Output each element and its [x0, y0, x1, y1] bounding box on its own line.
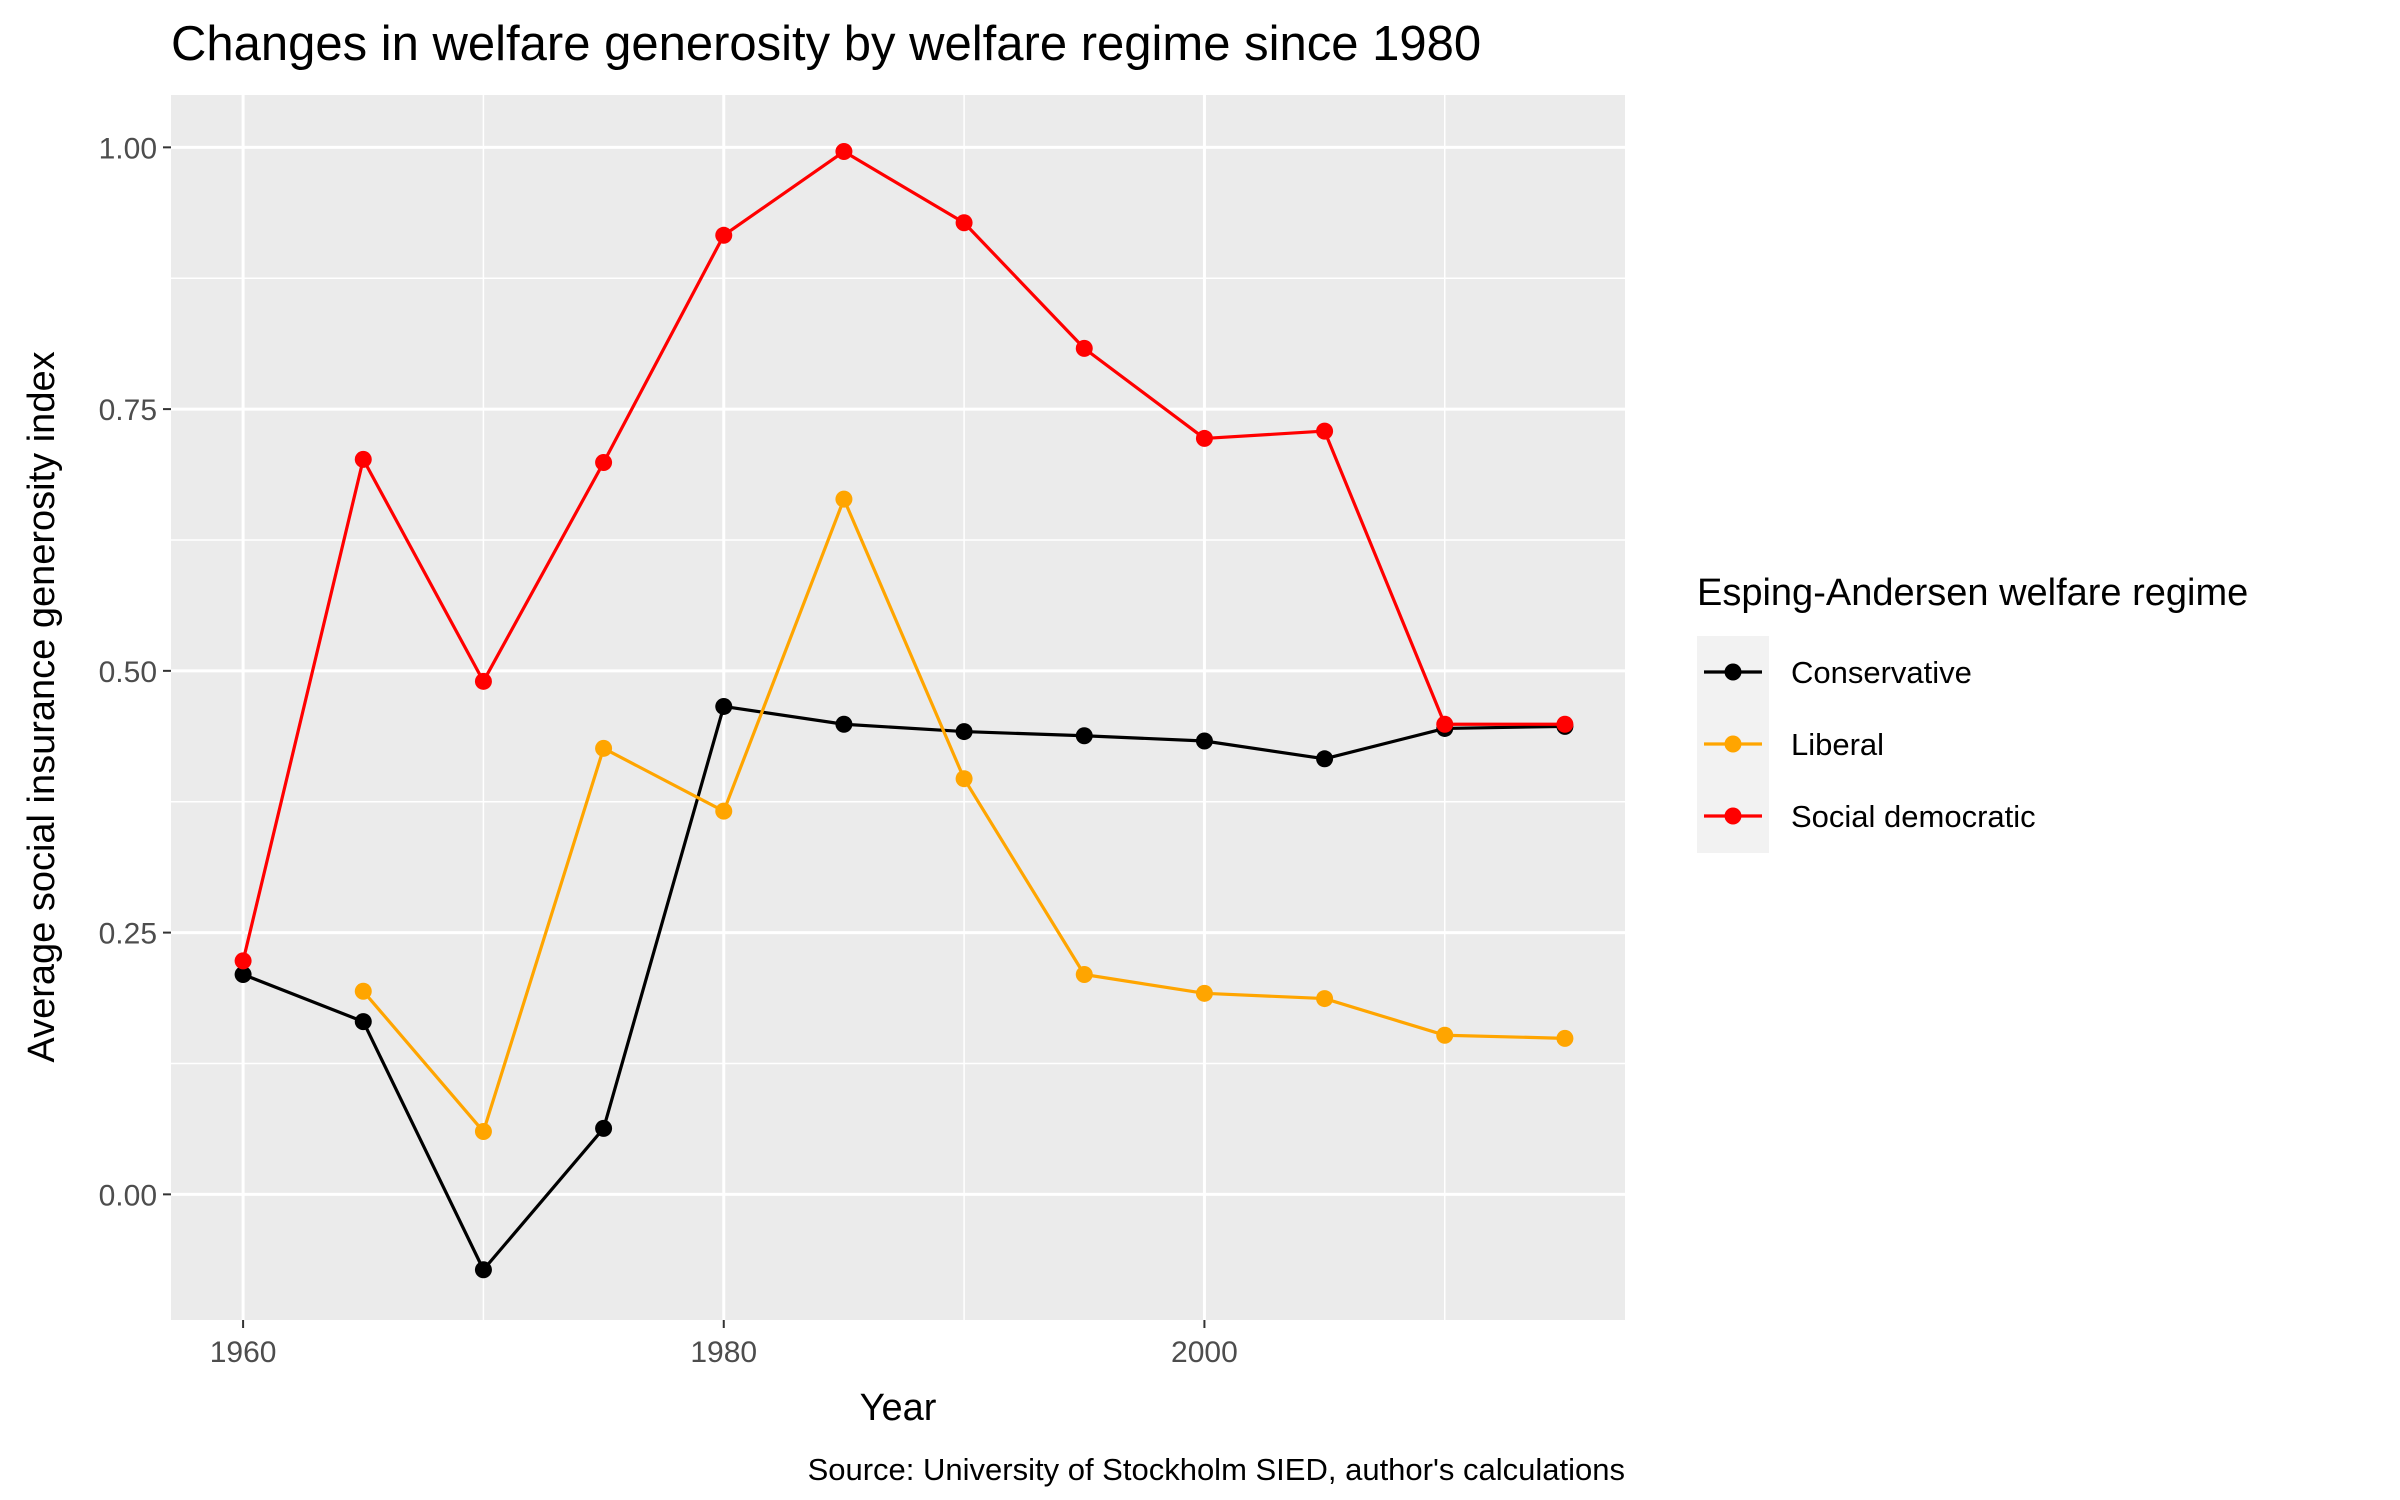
- x-tick-label: 1980: [690, 1336, 757, 1369]
- data-point-liberal: [1316, 990, 1334, 1008]
- data-point-conservative: [955, 723, 973, 741]
- plot-panel: [171, 95, 1625, 1320]
- y-tick-label: 0.50: [99, 656, 157, 689]
- y-axis-title: Average social insurance generosity inde…: [21, 351, 63, 1062]
- y-tick-label: 0.75: [99, 394, 157, 427]
- data-point-social-democratic: [595, 454, 613, 471]
- x-axis: 1960 1980 2000: [210, 1320, 1238, 1369]
- legend-point-conservative: [1724, 663, 1742, 681]
- data-point-social-democratic: [715, 226, 733, 244]
- chart-title: Changes in welfare generosity by welfare…: [171, 17, 1481, 71]
- data-point-conservative: [1316, 750, 1334, 768]
- legend-items: Conservative Liberal Social democratic: [1704, 655, 2036, 834]
- y-tick-label: 1.00: [99, 132, 157, 165]
- data-point-social-democratic: [1075, 339, 1093, 357]
- data-point-liberal: [354, 982, 372, 1000]
- data-point-conservative: [234, 965, 252, 983]
- data-point-liberal: [1075, 965, 1093, 983]
- series-line-conservative: [242, 704, 1565, 1272]
- x-tick-label: 1960: [210, 1336, 277, 1369]
- x-axis-title: Year: [860, 1387, 937, 1429]
- data-point-liberal: [1195, 984, 1213, 1002]
- legend-label-social-democratic: Social democratic: [1791, 799, 2036, 834]
- data-point-social-democratic: [234, 952, 252, 970]
- data-point-conservative: [595, 1119, 613, 1137]
- data-point-liberal: [1556, 1029, 1574, 1047]
- series-layer: [234, 143, 1574, 1279]
- legend-label-conservative: Conservative: [1791, 655, 1972, 690]
- y-axis: 0.00 0.25 0.50 0.75 1.00: [99, 132, 171, 1212]
- data-point-social-democratic: [474, 672, 492, 690]
- y-tick-label: 0.25: [99, 918, 157, 951]
- legend-label-liberal: Liberal: [1791, 727, 1884, 762]
- data-point-social-democratic: [835, 143, 853, 161]
- legend-title: Esping-Andersen welfare regime: [1697, 572, 2248, 614]
- data-point-liberal: [595, 739, 613, 757]
- y-tick-label: 0.00: [99, 1179, 157, 1212]
- data-point-social-democratic: [955, 214, 973, 232]
- data-point-conservative: [835, 715, 853, 733]
- series-line-social-democratic: [241, 149, 1565, 962]
- source-caption: Source: University of Stockholm SIED, au…: [808, 1452, 1625, 1487]
- data-point-conservative: [354, 1013, 372, 1031]
- data-point-social-democratic: [1556, 715, 1574, 733]
- legend-point-liberal: [1724, 735, 1742, 753]
- data-point-liberal: [835, 490, 853, 508]
- data-point-conservative: [715, 697, 733, 715]
- data-point-social-democratic: [1436, 715, 1454, 733]
- data-point-liberal: [474, 1123, 492, 1141]
- data-point-conservative: [1195, 732, 1213, 750]
- legend-point-social-democratic: [1724, 807, 1742, 825]
- x-tick-label: 2000: [1171, 1336, 1238, 1369]
- data-point-liberal: [1436, 1026, 1454, 1044]
- data-point-social-democratic: [354, 450, 372, 468]
- data-point-social-democratic: [1195, 429, 1213, 447]
- legend: Esping-Andersen welfare regime Conservat…: [1697, 572, 2248, 853]
- data-point-social-democratic: [1316, 422, 1334, 440]
- grid-minor: [171, 95, 1625, 1320]
- data-point-liberal: [955, 770, 973, 788]
- data-point-liberal: [715, 802, 733, 820]
- data-point-conservative: [1075, 727, 1093, 745]
- data-point-conservative: [474, 1261, 492, 1279]
